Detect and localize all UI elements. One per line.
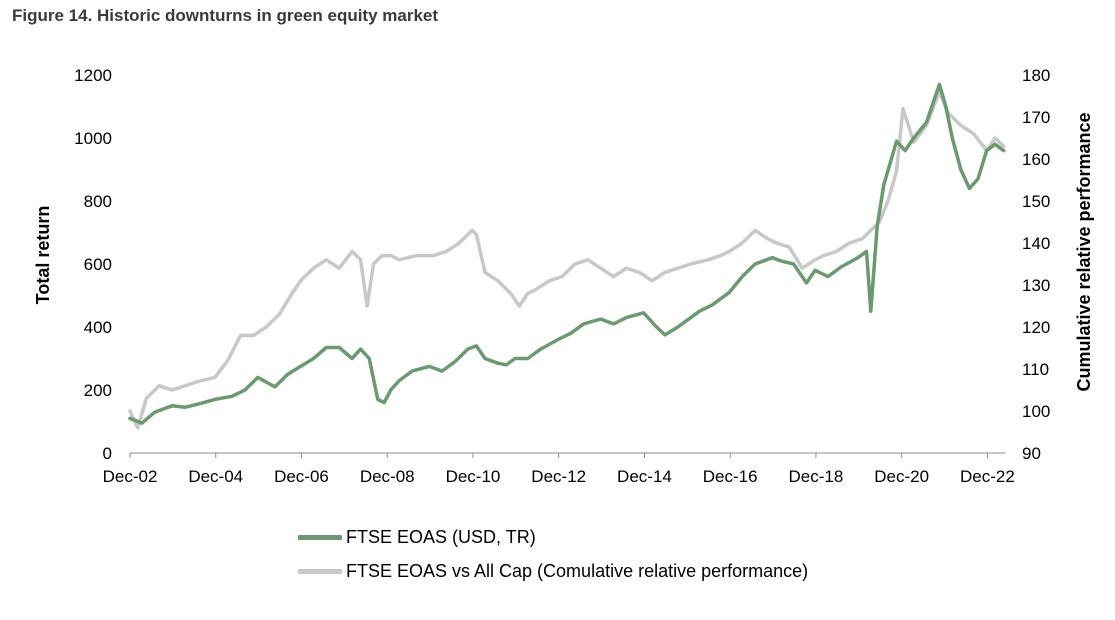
figure-title: Figure 14. Historic downturns in green e…: [12, 6, 439, 25]
y-axis-title: Total return: [33, 206, 53, 305]
y-tick-label: 600: [84, 255, 112, 274]
y-tick-label: 1200: [74, 66, 112, 85]
y2-tick-label: 120: [1022, 318, 1050, 337]
series-layer: [128, 82, 1006, 430]
y2-tick-label: 90: [1022, 444, 1041, 463]
series-line-eoas-total-return: [128, 82, 1006, 425]
y-tick-label: 400: [84, 318, 112, 337]
x-tick-label: Dec-16: [703, 467, 758, 486]
y2-tick-label: 100: [1022, 402, 1050, 421]
x-tick-label: Dec-22: [960, 467, 1015, 486]
y2-tick-label: 170: [1022, 108, 1050, 127]
chart-axes: [129, 452, 1005, 458]
y2-axis-title: Cumulative relative performance: [1074, 112, 1094, 391]
legend-item-eoas: FTSE EOAS (USD, TR): [298, 520, 808, 554]
x-tick-label: Dec-12: [531, 467, 586, 486]
y-tick-label: 200: [84, 381, 112, 400]
x-tick-label: Dec-02: [103, 467, 158, 486]
x-tick-label: Dec-10: [446, 467, 501, 486]
y-tick-label: 0: [103, 444, 112, 463]
y2-tick-label: 110: [1022, 360, 1049, 379]
y2-tick-label: 130: [1022, 276, 1050, 295]
legend-swatch-gray: [298, 568, 342, 574]
x-tick-label: Dec-14: [617, 467, 672, 486]
y-tick-label: 1000: [74, 129, 112, 148]
x-tick-label: Dec-04: [188, 467, 243, 486]
legend-item-relative: FTSE EOAS vs All Cap (Comulative relativ…: [298, 554, 808, 588]
tick-labels: Dec-02 Dec-04 Dec-06 Dec-08 Dec-10 Dec-12 Dec-…: [74, 66, 1050, 486]
x-tick-label: Dec-20: [874, 467, 929, 486]
legend: FTSE EOAS (USD, TR) FTSE EOAS vs All Cap…: [298, 520, 808, 588]
legend-swatch-green: [298, 534, 342, 540]
legend-label: FTSE EOAS (USD, TR): [346, 526, 536, 547]
x-tick-label: Dec-18: [789, 467, 844, 486]
legend-label: FTSE EOAS vs All Cap (Comulative relativ…: [346, 560, 809, 581]
y2-tick-label: 180: [1022, 66, 1050, 85]
y2-tick-label: 150: [1022, 192, 1050, 211]
y2-tick-label: 160: [1022, 150, 1050, 169]
y-tick-label: 800: [84, 192, 112, 211]
x-tick-label: Dec-06: [274, 467, 329, 486]
y2-tick-label: 140: [1022, 234, 1050, 253]
series-line-relative-performance: [128, 90, 1006, 430]
x-tick-label: Dec-08: [360, 467, 415, 486]
